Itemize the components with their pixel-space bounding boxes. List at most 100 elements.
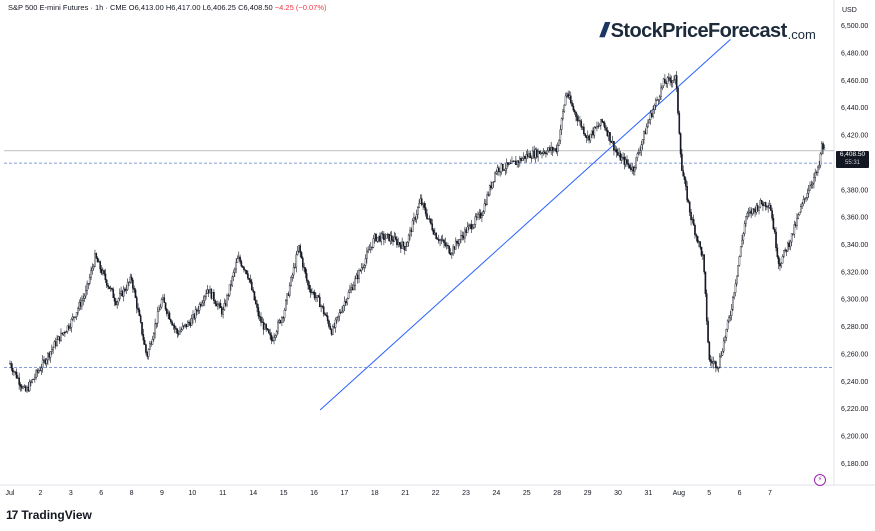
- candle-body: [623, 156, 626, 165]
- candle-body: [256, 303, 258, 308]
- candle-body: [538, 151, 541, 154]
- candle-body: [452, 246, 454, 254]
- candle-body: [682, 170, 685, 177]
- candle: [65, 330, 68, 333]
- candle: [820, 141, 823, 156]
- candle-body: [681, 153, 683, 171]
- candle: [648, 118, 651, 124]
- candle-body: [813, 177, 815, 184]
- candle-body: [549, 147, 551, 151]
- candle-body: [769, 205, 772, 211]
- candle: [569, 91, 572, 105]
- candle-body: [394, 236, 397, 240]
- candle-body: [585, 135, 588, 139]
- candle-body: [456, 240, 458, 244]
- candle: [258, 311, 261, 321]
- candle: [160, 297, 163, 309]
- candle: [515, 156, 517, 165]
- candle-body: [651, 113, 653, 117]
- symbol-legend[interactable]: S&P 500 E-mini Futures · 1h · CME O6,413…: [8, 3, 326, 12]
- candle-body: [573, 110, 576, 113]
- candle-body: [820, 143, 823, 155]
- candle-body: [619, 152, 622, 161]
- candle: [730, 304, 733, 321]
- lightning-icon[interactable]: ⚡: [814, 474, 826, 486]
- candle: [349, 284, 351, 293]
- candle: [102, 267, 104, 276]
- candle-body: [610, 141, 613, 143]
- candle: [257, 303, 260, 320]
- candle: [112, 287, 115, 298]
- candle-body: [200, 303, 202, 306]
- candle: [596, 121, 598, 132]
- candle-body: [271, 340, 274, 342]
- candle-body: [712, 361, 715, 364]
- candle-body: [167, 312, 169, 314]
- candle: [559, 124, 562, 145]
- time-axis[interactable]: Jul 2 3 6 8 9 10 11 14 15 16 17 18 21 22 23 24 25 28 29 30 31…: [6, 490, 773, 497]
- candle-body: [471, 227, 474, 230]
- candle: [362, 263, 364, 270]
- candle: [294, 263, 296, 269]
- candle: [643, 130, 645, 144]
- candle: [522, 152, 525, 161]
- candle-body: [468, 225, 470, 228]
- candle: [376, 237, 379, 244]
- candle: [234, 267, 236, 278]
- candle: [683, 172, 686, 184]
- candle: [215, 301, 218, 307]
- candle: [741, 234, 743, 248]
- candle: [695, 233, 698, 242]
- candle: [662, 77, 665, 89]
- candle: [181, 322, 184, 331]
- candle-body: [320, 305, 322, 308]
- candle-body: [780, 263, 783, 267]
- candle: [133, 285, 135, 293]
- candle: [355, 272, 358, 280]
- candle: [15, 368, 18, 379]
- candle: [173, 322, 176, 333]
- candle-body: [247, 273, 249, 279]
- candle-body: [198, 303, 201, 311]
- candle-body: [596, 125, 598, 129]
- candle-body: [372, 238, 375, 248]
- candle-body: [20, 386, 23, 389]
- candle-body: [575, 111, 577, 117]
- candle-body: [546, 150, 549, 155]
- candle-body: [502, 163, 504, 171]
- candle-body: [135, 297, 138, 309]
- candle: [605, 125, 607, 132]
- candle-body: [164, 302, 167, 310]
- candle-body: [789, 241, 792, 247]
- candle: [511, 156, 513, 164]
- candle: [807, 184, 810, 198]
- candle-body: [209, 288, 211, 294]
- candle: [31, 378, 34, 384]
- candle-body: [261, 321, 264, 323]
- candle: [613, 140, 615, 156]
- candle: [818, 160, 820, 170]
- candle-body: [143, 339, 146, 345]
- x-tick-label: 21: [401, 490, 409, 497]
- close-value: C6,408.50: [238, 3, 273, 12]
- candle-body: [694, 225, 696, 235]
- candle-body: [333, 326, 335, 328]
- candle-body: [525, 154, 528, 159]
- candle-body: [26, 386, 28, 392]
- price-axis[interactable]: 6,180.00 6,200.00 6,220.00 6,240.00 6,260.00…: [841, 23, 868, 468]
- candle: [788, 239, 790, 250]
- candle-body: [186, 321, 189, 328]
- candle: [664, 74, 666, 84]
- candle-body: [294, 266, 296, 268]
- x-tick-label: 23: [462, 490, 470, 497]
- candle-body: [458, 239, 461, 244]
- candle: [443, 238, 445, 249]
- tradingview-footer[interactable]: 17 TradingView: [6, 508, 92, 522]
- x-tick-label: 9: [160, 490, 164, 497]
- x-tick-label: 8: [130, 490, 134, 497]
- candle: [99, 260, 101, 273]
- candle: [746, 210, 749, 220]
- candle-body: [713, 361, 716, 363]
- candle-body: [579, 120, 581, 122]
